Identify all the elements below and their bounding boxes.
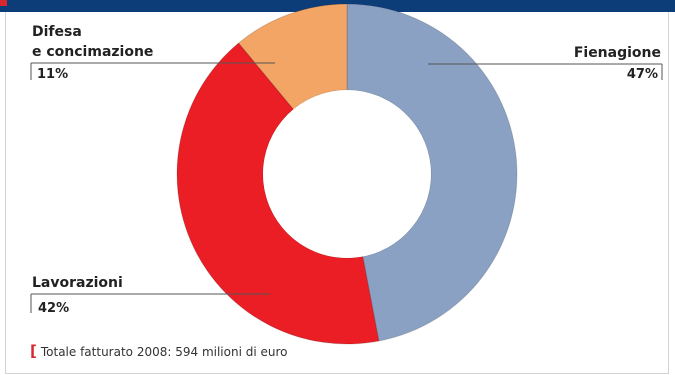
slice-label-lavorazioni: Lavorazioni	[32, 275, 123, 291]
slice-value-fienagione: 47%	[627, 67, 658, 82]
label-lavorazioni: Lavorazioni 42%	[30, 275, 270, 316]
label-fienagione: Fienagione 47%	[428, 45, 663, 82]
note-bracket-mark: [	[30, 342, 37, 360]
note-text: Totale fatturato 2008: 594 milioni di eu…	[40, 345, 288, 359]
slice-value-lavorazioni: 42%	[38, 301, 69, 316]
header-accent-mark	[0, 0, 7, 6]
chart-frame	[5, 12, 669, 374]
slice-label-fienagione: Fienagione	[574, 45, 661, 61]
slice-value-difesa: 11%	[37, 67, 68, 82]
donut-hole	[263, 90, 431, 258]
slice-label-difesa-line1: Difesa	[32, 24, 82, 40]
slice-label-difesa-line2: e concimazione	[32, 44, 153, 60]
label-difesa: Difesa e concimazione 11%	[30, 24, 275, 82]
slices-group	[176, 3, 518, 345]
chart-note: [Totale fatturato 2008: 594 milioni di e…	[30, 342, 288, 360]
